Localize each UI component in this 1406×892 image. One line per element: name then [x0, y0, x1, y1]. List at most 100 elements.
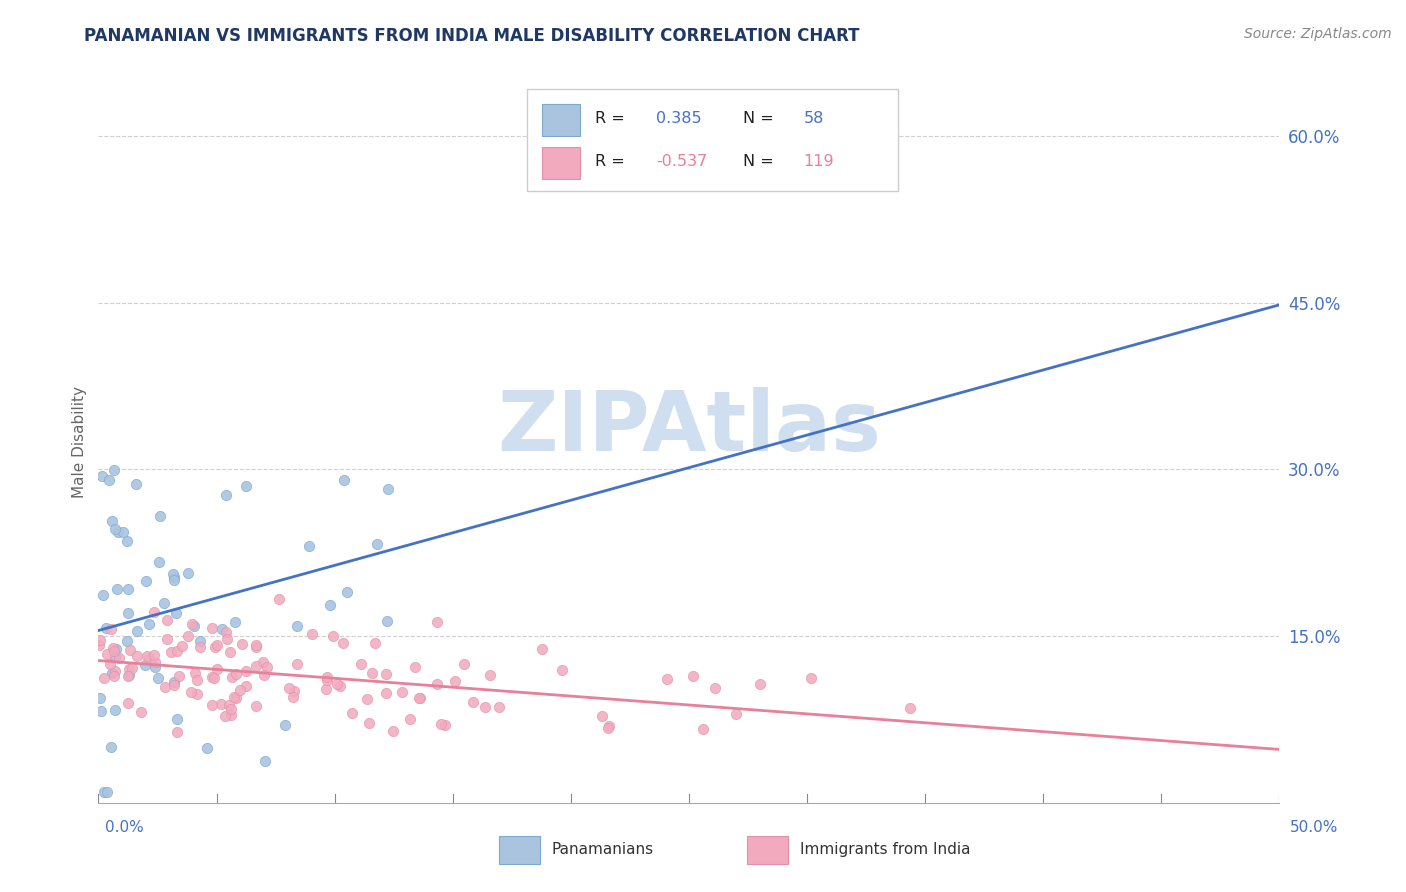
- Point: [214, 488, 236, 502]
- Y-axis label: Male Disability: Male Disability: [72, 385, 87, 498]
- Point: [404, 659, 426, 673]
- Point: [408, 690, 430, 705]
- Point: [692, 722, 714, 736]
- Point: [117, 582, 139, 596]
- Point: [256, 659, 278, 673]
- Point: [682, 669, 704, 683]
- Point: [186, 673, 208, 687]
- Point: [315, 681, 337, 696]
- Point: [319, 599, 342, 613]
- Point: [125, 477, 148, 491]
- Point: [101, 514, 124, 528]
- Point: [430, 717, 453, 731]
- Point: [91, 468, 114, 483]
- Point: [195, 741, 218, 756]
- Point: [186, 687, 208, 701]
- Point: [366, 537, 388, 551]
- Point: [214, 709, 236, 723]
- Point: [115, 534, 138, 549]
- Point: [183, 619, 205, 633]
- Point: [283, 684, 305, 698]
- Point: [125, 649, 148, 664]
- Point: [598, 722, 620, 736]
- Point: [136, 648, 159, 663]
- Point: [474, 699, 496, 714]
- Point: [188, 633, 211, 648]
- Point: [273, 718, 295, 732]
- Point: [118, 643, 141, 657]
- Point: [375, 666, 398, 681]
- Point: [104, 649, 127, 664]
- Text: 50.0%: 50.0%: [1291, 821, 1339, 835]
- Point: [166, 713, 188, 727]
- Point: [336, 584, 359, 599]
- Point: [135, 574, 157, 589]
- Point: [181, 617, 204, 632]
- Point: [225, 666, 247, 681]
- Point: [101, 641, 124, 656]
- Point: [252, 656, 274, 670]
- Text: Source: ZipAtlas.com: Source: ZipAtlas.com: [1244, 27, 1392, 41]
- Point: [364, 636, 387, 650]
- Point: [202, 671, 225, 685]
- Point: [218, 698, 240, 713]
- Point: [333, 473, 356, 487]
- Point: [108, 651, 131, 665]
- Point: [409, 690, 432, 705]
- Point: [235, 679, 257, 693]
- Point: [478, 667, 501, 681]
- Point: [121, 661, 143, 675]
- Point: [143, 659, 166, 673]
- Point: [426, 676, 449, 690]
- Point: [253, 668, 276, 682]
- Point: [530, 642, 553, 657]
- Point: [360, 666, 382, 681]
- Point: [332, 636, 354, 650]
- Point: [149, 508, 172, 523]
- Point: [322, 629, 344, 643]
- Point: [190, 640, 212, 655]
- Point: [218, 645, 240, 659]
- Point: [98, 473, 121, 487]
- Point: [167, 668, 190, 682]
- Point: [96, 785, 118, 799]
- Point: [453, 657, 475, 671]
- Point: [153, 596, 176, 610]
- Point: [180, 685, 202, 699]
- Point: [112, 524, 135, 539]
- Point: [375, 614, 398, 628]
- Point: [235, 479, 257, 493]
- Point: [724, 706, 747, 721]
- Point: [165, 606, 187, 620]
- Point: [148, 555, 170, 569]
- Point: [201, 621, 224, 635]
- Point: [229, 682, 252, 697]
- Point: [398, 712, 420, 726]
- FancyBboxPatch shape: [499, 836, 540, 863]
- Point: [298, 539, 321, 553]
- Point: [224, 690, 246, 705]
- Point: [156, 632, 179, 647]
- Point: [350, 657, 373, 672]
- Point: [166, 644, 188, 658]
- Point: [90, 704, 112, 718]
- Point: [103, 644, 125, 658]
- Point: [278, 681, 301, 696]
- Text: 0.0%: 0.0%: [105, 821, 145, 835]
- Point: [391, 685, 413, 699]
- Point: [287, 657, 309, 671]
- Point: [598, 719, 620, 733]
- Point: [340, 706, 363, 720]
- Point: [163, 570, 186, 584]
- Point: [163, 674, 186, 689]
- Point: [211, 622, 233, 636]
- Point: [231, 637, 253, 651]
- Text: Immigrants from India: Immigrants from India: [800, 842, 970, 857]
- Point: [204, 640, 226, 654]
- Point: [129, 705, 152, 719]
- Point: [117, 697, 139, 711]
- Point: [94, 621, 117, 635]
- Point: [153, 680, 176, 694]
- Point: [219, 701, 242, 715]
- Point: [98, 657, 121, 671]
